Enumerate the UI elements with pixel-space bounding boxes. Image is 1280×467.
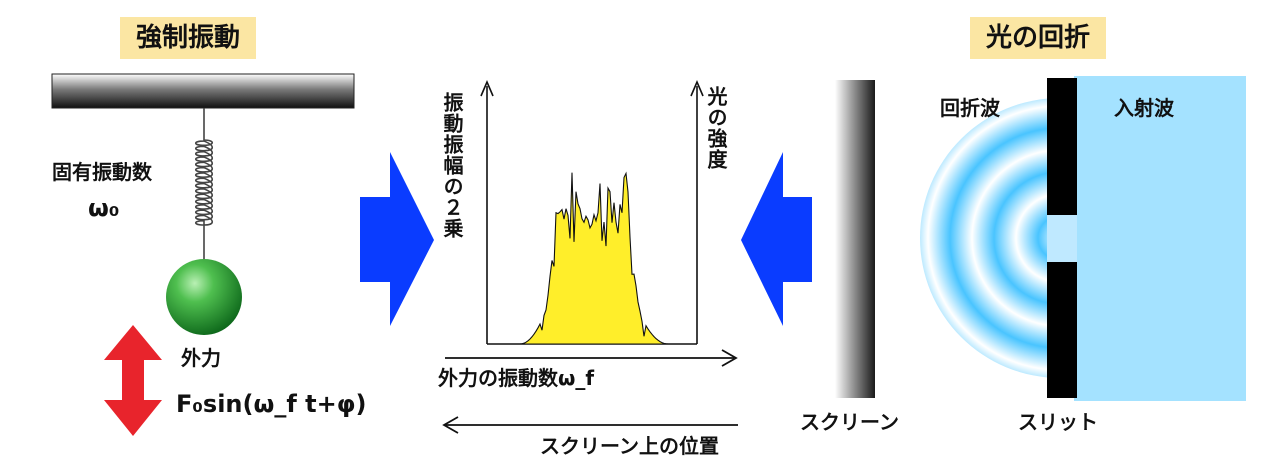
- forced-vibration-title: 強制振動: [120, 17, 257, 59]
- diffracted-waves: [920, 98, 1060, 378]
- y-axis-right-label: 光の強度: [704, 86, 728, 170]
- diffracted-wave-label: 回折波: [940, 96, 1000, 120]
- slit-barrier-bottom: [1047, 262, 1077, 398]
- screen-label: スクリーン: [800, 410, 899, 434]
- slit-opening: [1047, 215, 1077, 262]
- external-force-arrow: [104, 325, 162, 436]
- slit-label: スリット: [1018, 410, 1098, 434]
- left-blue-arrow: [360, 152, 434, 326]
- right-blue-arrow: [741, 152, 812, 326]
- incident-wave-label: 入射波: [1114, 96, 1174, 120]
- natural-frequency-symbol: ω₀: [88, 194, 120, 222]
- screen: [835, 80, 875, 398]
- incident-waves: [1074, 76, 1246, 401]
- y-axis-left-label: 振動振幅の２乗: [440, 92, 464, 239]
- x-axis-bottom-label: スクリーン上の位置: [540, 434, 719, 458]
- mass-ball: [166, 259, 242, 335]
- x-axis-arrows: [442, 349, 738, 434]
- spring: [194, 108, 214, 260]
- x-axis-top-label: 外力の振動数ω_f: [438, 366, 595, 390]
- resonance-peak: [490, 171, 694, 345]
- external-force-formula: F₀sin(ω_f t+φ): [176, 390, 367, 418]
- ceiling: [51, 73, 355, 109]
- slit-barrier-top: [1047, 78, 1077, 215]
- natural-frequency-label: 固有振動数: [52, 160, 152, 184]
- external-force-label: 外力: [181, 346, 221, 370]
- diffraction-title: 光の回折: [970, 17, 1107, 59]
